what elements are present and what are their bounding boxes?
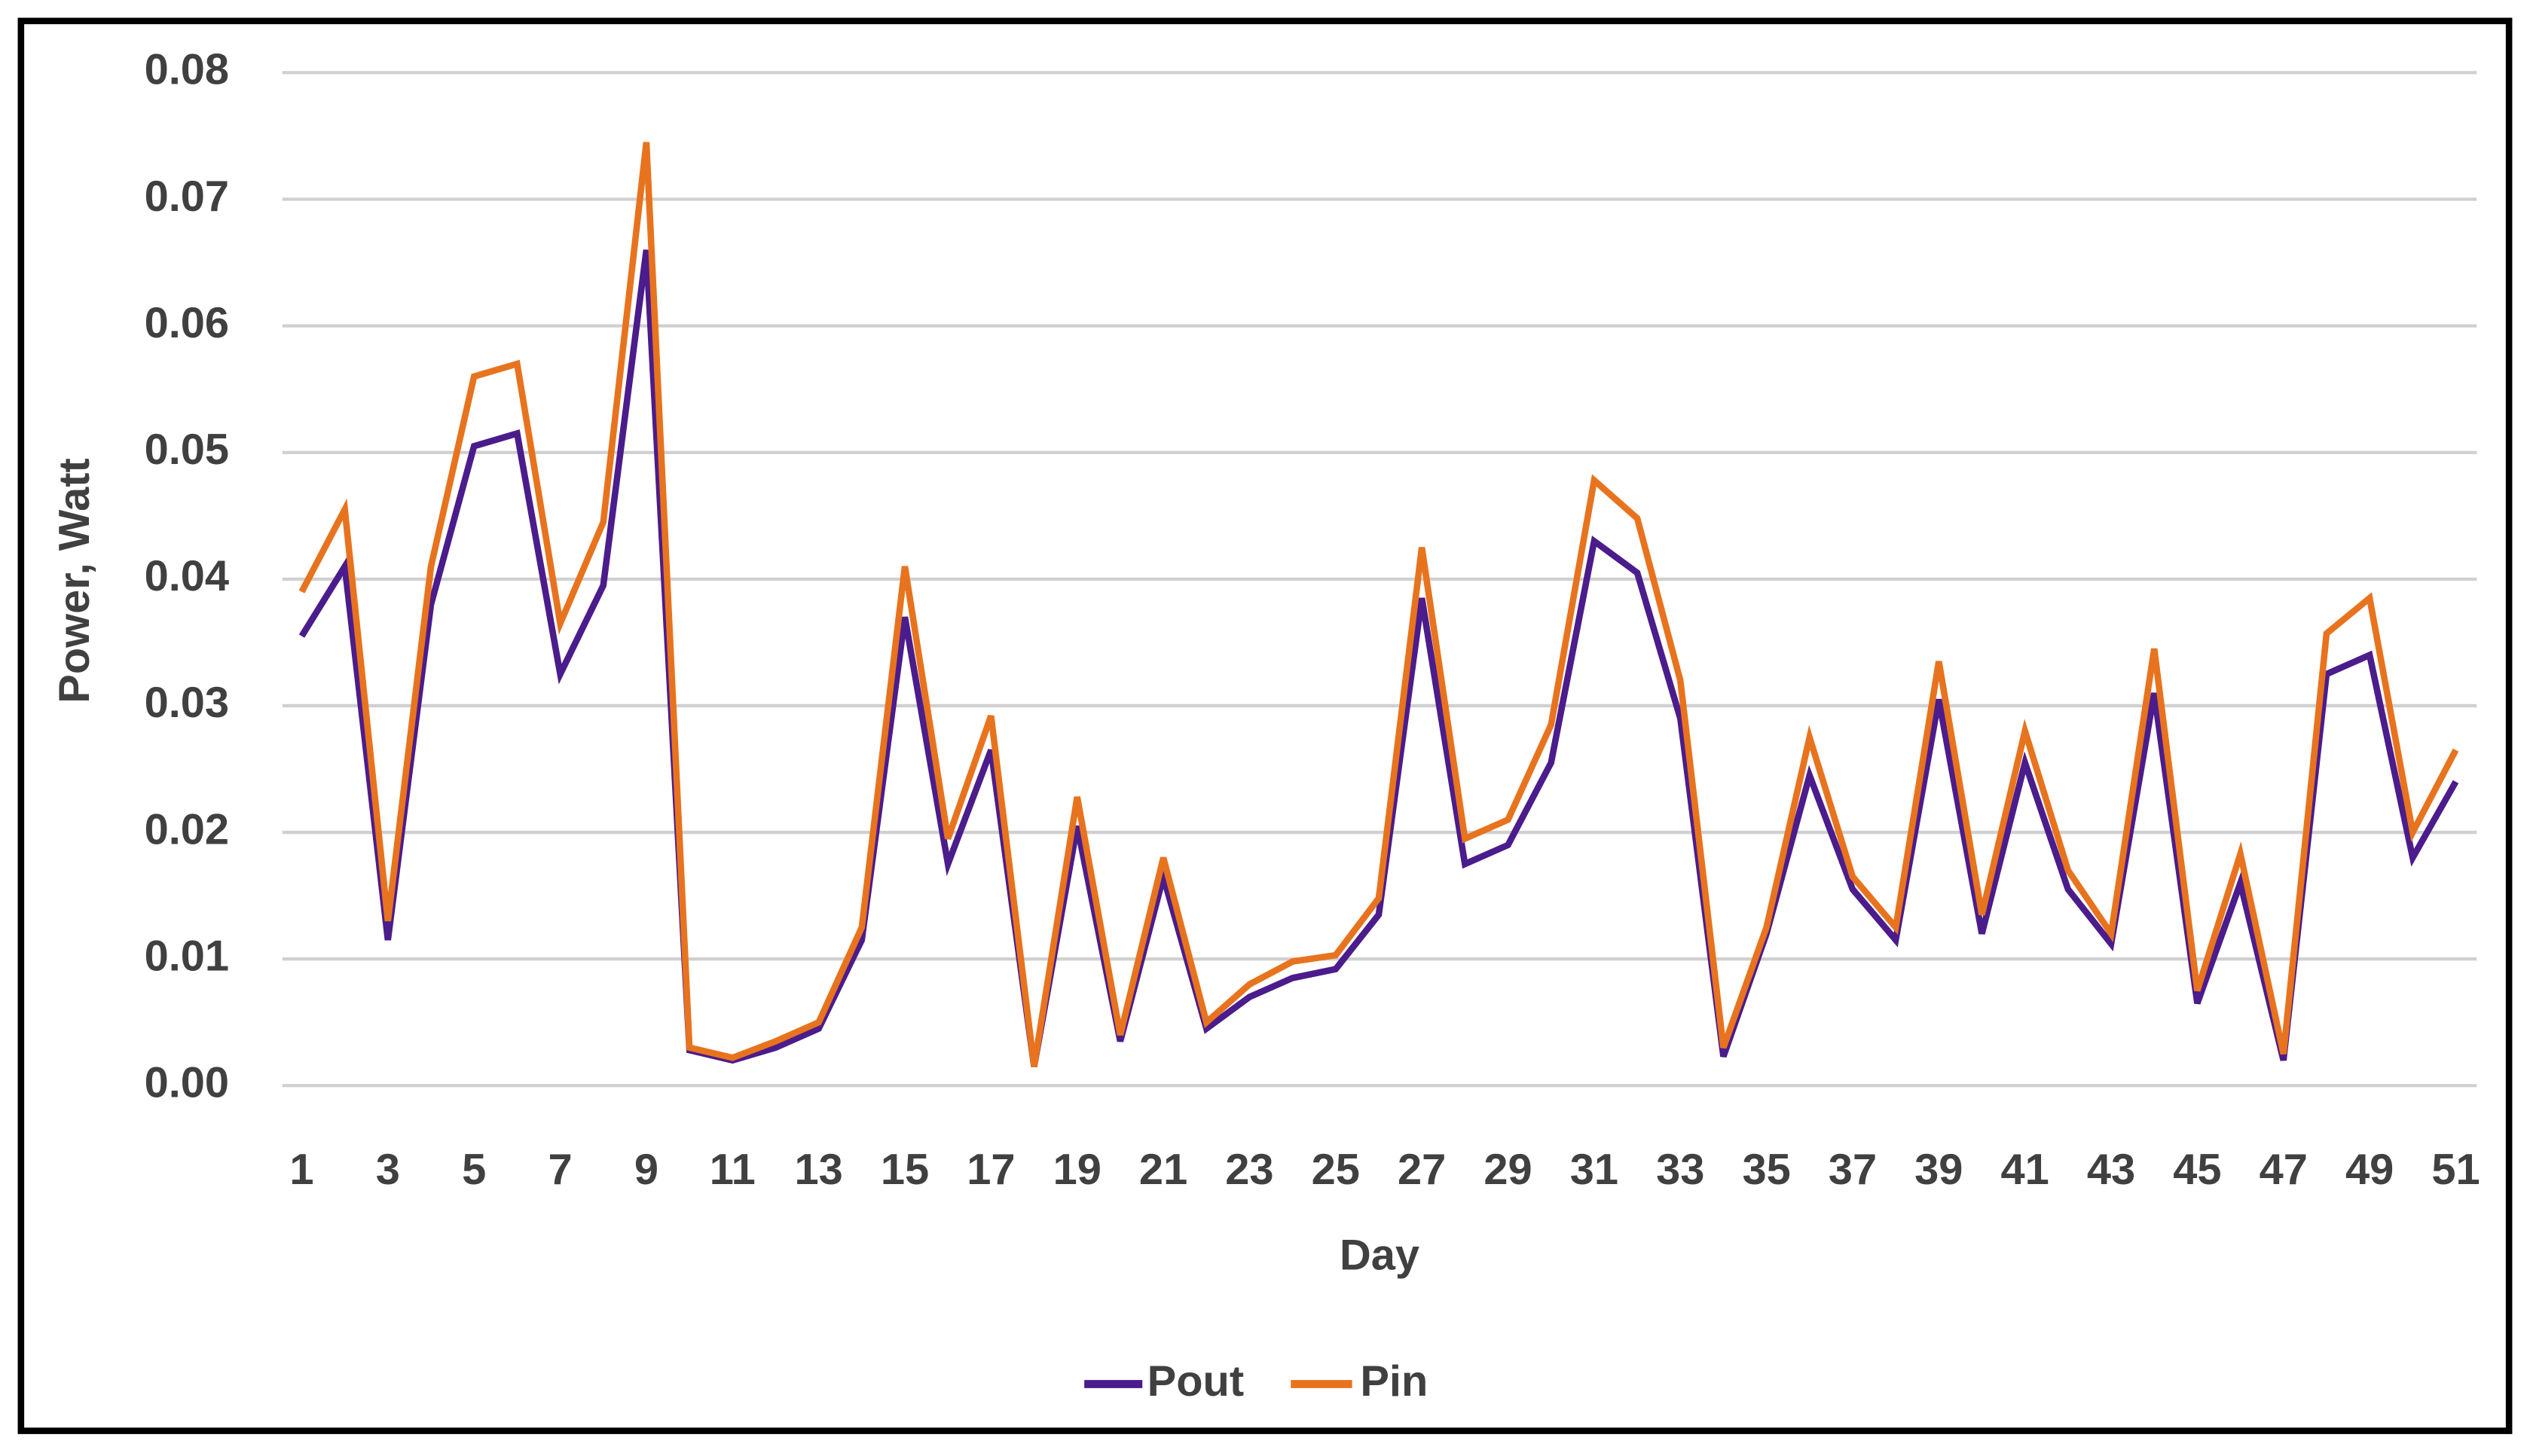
y-tick-label: 0.03 bbox=[145, 679, 230, 727]
y-tick-label: 0.01 bbox=[145, 932, 230, 980]
x-tick-label: 1 bbox=[289, 1146, 313, 1194]
y-axis-label: Power, Watt bbox=[50, 458, 99, 704]
x-tick-label: 37 bbox=[1829, 1146, 1877, 1194]
y-tick-label: 0.00 bbox=[145, 1059, 230, 1107]
x-tick-label: 5 bbox=[462, 1146, 486, 1194]
x-tick-label: 7 bbox=[548, 1146, 572, 1194]
frame bbox=[17, 17, 2513, 1434]
x-tick-label: 23 bbox=[1225, 1146, 1273, 1194]
x-tick-label: 47 bbox=[2260, 1146, 2308, 1194]
legend-label: Pout bbox=[1147, 1357, 1244, 1406]
x-tick-label: 29 bbox=[1483, 1146, 1532, 1194]
x-tick-label: 13 bbox=[794, 1146, 842, 1194]
y-tick-label: 0.08 bbox=[145, 46, 230, 94]
x-tick-label: 45 bbox=[2173, 1146, 2221, 1194]
x-tick-label: 11 bbox=[710, 1146, 756, 1194]
y-tick-label: 0.02 bbox=[145, 805, 230, 853]
x-tick-label: 19 bbox=[1053, 1146, 1102, 1194]
x-tick-label: 31 bbox=[1570, 1146, 1618, 1194]
x-tick-label: 9 bbox=[634, 1146, 658, 1194]
x-tick-label: 41 bbox=[2001, 1146, 2049, 1194]
x-tick-label: 17 bbox=[967, 1146, 1015, 1194]
y-tick-label: 0.06 bbox=[145, 299, 230, 347]
x-tick-label: 33 bbox=[1656, 1146, 1704, 1194]
x-tick-label: 49 bbox=[2345, 1146, 2394, 1194]
x-axis-label: Day bbox=[1340, 1232, 1419, 1280]
x-tick-label: 15 bbox=[881, 1146, 929, 1194]
legend: Pout Pin bbox=[1084, 1357, 1428, 1406]
x-tick-label: 39 bbox=[1914, 1146, 1963, 1194]
x-tick-label: 51 bbox=[2431, 1146, 2480, 1194]
y-tick-label: 0.04 bbox=[145, 552, 230, 600]
legend-label: Pin bbox=[1360, 1357, 1428, 1406]
y-tick-label: 0.05 bbox=[145, 426, 230, 474]
x-tick-label: 43 bbox=[2087, 1146, 2135, 1194]
series-line bbox=[298, 249, 2459, 1067]
y-tick-label: 0.07 bbox=[145, 172, 230, 221]
x-tick-label: 21 bbox=[1139, 1146, 1187, 1194]
x-tick-label: 35 bbox=[1742, 1146, 1790, 1194]
x-tick-label: 25 bbox=[1312, 1146, 1360, 1194]
series-line bbox=[298, 142, 2459, 1067]
x-tick-label: 27 bbox=[1398, 1146, 1446, 1194]
x-tick-label: 3 bbox=[376, 1146, 400, 1194]
